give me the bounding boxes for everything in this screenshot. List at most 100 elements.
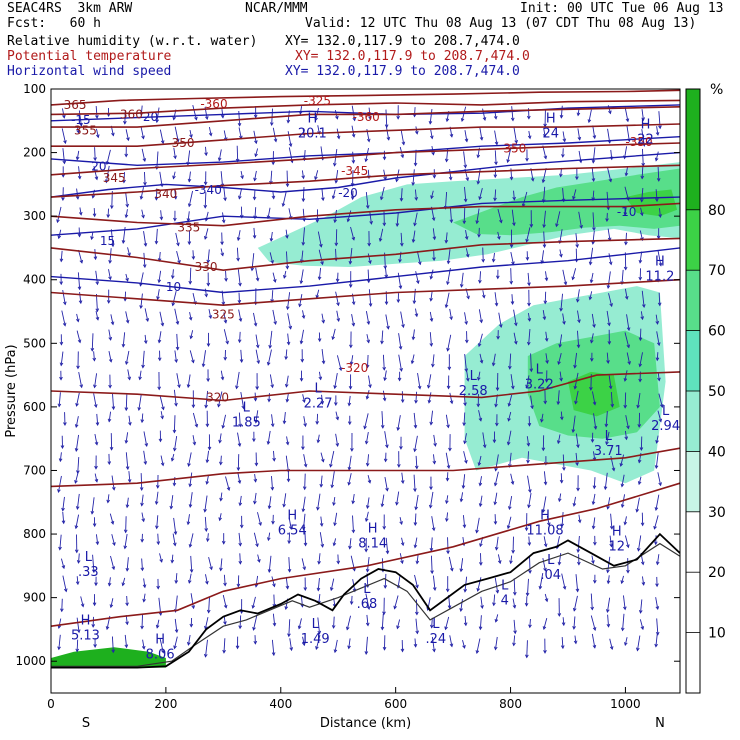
wind-vector-399 (287, 532, 291, 545)
wind-contour-3 (50, 196, 681, 236)
wind-vector-480 (332, 538, 337, 547)
wind-vector-965 (623, 516, 628, 526)
wind-vector-686 (464, 331, 469, 344)
wind-vector-357 (269, 231, 274, 242)
contour-label-10: -320 (341, 361, 368, 375)
wind-vector-69 (95, 413, 100, 427)
wind-vector-344 (257, 512, 262, 527)
wind-vector-354 (269, 170, 273, 185)
wind-vector-715 (476, 371, 481, 381)
wind-vector-116 (125, 273, 129, 282)
wind-vector-217 (189, 129, 193, 139)
wind-vector-1004 (658, 208, 662, 219)
hl-kind: L (314, 382, 322, 397)
wind-vector-151 (143, 431, 149, 447)
wind-vector-59 (92, 208, 97, 218)
wind-vector-655 (446, 249, 451, 265)
wind-vector-149 (137, 395, 142, 411)
wind-vector-356 (266, 207, 271, 220)
wind-vector-833 (538, 572, 544, 590)
wind-vector-98 (107, 453, 112, 466)
wind-vector-847 (562, 313, 566, 325)
wind-vector-286 (218, 433, 222, 444)
wind-vector-793 (527, 313, 532, 322)
wind-vector-993 (636, 535, 642, 552)
wind-vector-138 (143, 171, 147, 186)
wind-vector-837 (559, 105, 564, 119)
wind-vector-360 (270, 290, 274, 303)
hl-kind: H (540, 509, 550, 524)
wind-vector-482 (329, 578, 335, 592)
hl-kind: H (81, 614, 91, 629)
wind-vector-754 (494, 614, 499, 623)
wind-vector-244 (208, 126, 213, 137)
theta-contour-label-4: 345 (103, 171, 126, 185)
wind-vector-802 (527, 493, 532, 509)
wind-vector-199 (174, 308, 180, 325)
wind-vector-769 (510, 374, 515, 390)
wind-vector-776 (506, 516, 512, 530)
hl-value: 8.14 (358, 536, 387, 551)
wind-vector-137 (141, 148, 147, 163)
wind-vector-581 (400, 391, 405, 404)
wind-vector-663 (445, 414, 450, 429)
wind-vector-537 (365, 593, 371, 610)
wind-vector-173 (157, 331, 162, 344)
wind-vector-318 (238, 532, 242, 547)
wind-vector-414 (298, 294, 303, 308)
wind-vector-594 (412, 107, 417, 118)
hl-label-2: L.33 (78, 550, 99, 580)
wind-vector-20 (61, 511, 66, 525)
wind-vector-586 (395, 491, 400, 506)
wind-vector-820 (542, 310, 547, 321)
wind-vector-397 (282, 493, 287, 508)
hl-label-18: H11.2 (645, 254, 674, 284)
wind-vector-789 (525, 227, 531, 243)
wind-vector-617 (414, 574, 419, 589)
wind-vector-900 (588, 291, 593, 301)
wind-vector-619 (415, 618, 419, 635)
wind-vector-996 (638, 599, 643, 614)
wind-vector-473 (333, 395, 338, 407)
wind-vector-142 (142, 252, 147, 269)
hl-kind: H (307, 111, 317, 126)
wind-vector-763 (510, 252, 515, 266)
wind-vector-893 (591, 147, 596, 164)
wind-vector-81 (106, 107, 111, 117)
wind-vector-403 (287, 619, 291, 638)
wind-vector-500 (347, 395, 352, 407)
wind-vector-803 (524, 513, 529, 532)
wind-vector-218 (186, 150, 191, 166)
theta-contour-1 (50, 99, 681, 116)
wind-vector-872 (571, 268, 577, 281)
wind-vector-228 (189, 350, 195, 364)
wind-vector-841 (561, 188, 566, 203)
field-theta-xy: XY= 132.0,117.9 to 208.7,474.0 (295, 49, 530, 64)
wind-vector-93 (108, 351, 113, 363)
wind-vector-3 (61, 166, 66, 178)
hl-value: 24 (542, 126, 559, 141)
wind-vector-52 (76, 617, 81, 634)
wind-vector-852 (560, 411, 564, 421)
wind-vector-213 (173, 595, 178, 613)
wind-vector-254 (206, 332, 211, 348)
wind-vector-343 (253, 492, 257, 505)
wind-vector-126 (127, 471, 132, 483)
hl-label-7: L3.71 (594, 429, 623, 459)
wind-vector-400 (287, 557, 292, 573)
wind-vector-250 (206, 249, 211, 264)
wind-vector-921 (607, 167, 613, 183)
hl-label-14: L.24 (426, 617, 447, 647)
wind-vector-710 (478, 271, 482, 284)
wind-vector-532 (365, 497, 370, 510)
colorbar: 10 20 30 40 50 60 70 80% (685, 82, 726, 694)
wind-vector-805 (528, 556, 532, 574)
wind-vector-381 (285, 170, 290, 188)
hl-kind: L (662, 404, 670, 419)
wind-vector-88 (108, 248, 112, 264)
wind-vector-182 (155, 515, 159, 530)
wind-vector-628 (432, 250, 436, 262)
wind-vector-555 (380, 411, 385, 429)
wind-vector-957 (626, 352, 631, 366)
y-tick-label-7: 800 (23, 527, 46, 541)
